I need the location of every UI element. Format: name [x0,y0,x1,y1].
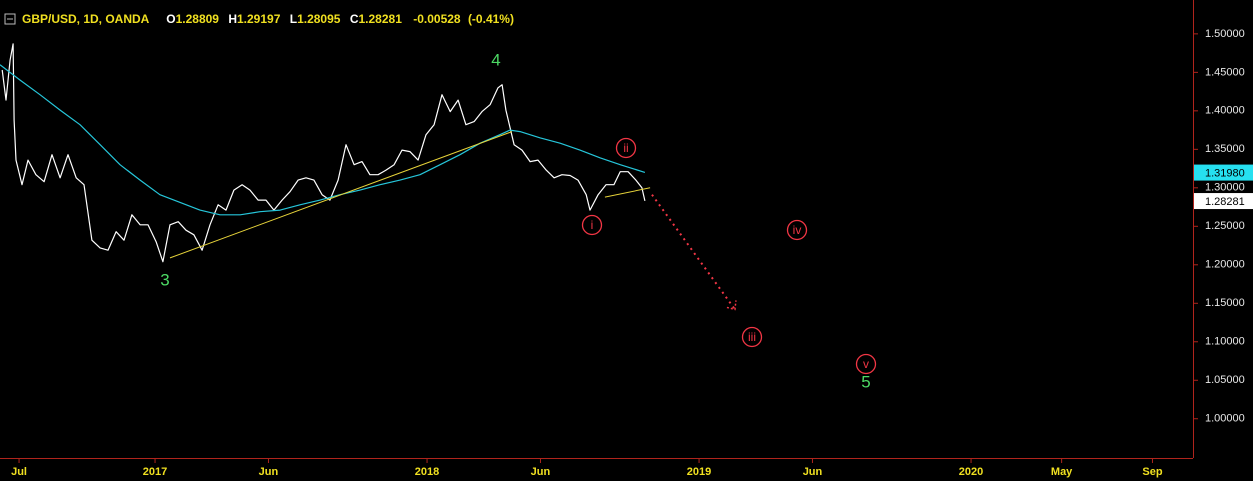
trend-line [604,187,651,198]
x-tick-label: Sep [1142,466,1162,478]
y-tick-label: 1.45000 [1205,66,1245,78]
x-tick-label: Jul [11,466,27,478]
x-tick-label: 2017 [143,466,167,478]
change: -0.00528 [413,12,461,26]
ohlc-value: 1.28095 [297,12,341,26]
ohlc-key: H [228,12,237,26]
wave-circle [786,219,808,241]
wave-label: 4 [491,50,500,69]
header: GBP/USD, 1D, OANDA O1.28809 H1.29197 L1.… [22,12,514,26]
wave-label: i [591,218,594,232]
price-tag [1194,193,1253,210]
price-tag [1194,164,1253,181]
x-tick-label: Jun [531,466,551,478]
x-tick-label: 2019 [687,466,711,478]
y-tick-label: 1.40000 [1205,105,1245,117]
y-tick-label: 1.20000 [1205,259,1245,271]
wave-label: iii [748,330,756,344]
wave-circle [615,137,637,159]
symbol-title: GBP/USD, 1D, OANDA [22,12,150,26]
x-tick-label: 2018 [415,466,439,478]
y-tick-label: 1.50000 [1205,28,1245,40]
y-tick-label: 1.35000 [1205,143,1245,155]
y-tick-label: 1.00000 [1205,413,1245,425]
projection-arrow [726,300,737,311]
collapse-icon[interactable] [4,13,16,25]
wave-circle [855,353,877,375]
x-tick-label: May [1051,466,1073,478]
ohlc-key: O [166,12,175,26]
ohlc-key: C [350,12,359,26]
trend-line [169,131,513,259]
x-tick-label: Jun [803,466,823,478]
price-tag-label: 1.31980 [1205,167,1245,179]
wave-label: ii [623,141,628,155]
wave-label: iv [793,223,802,237]
wave-circle [741,326,763,348]
ohlc-value: 1.28809 [176,12,220,26]
wave-label: v [863,357,869,371]
moving-average [0,64,646,216]
y-tick-label: 1.10000 [1205,336,1245,348]
ohlc-value: 1.29197 [237,12,281,26]
wave-label: 5 [861,372,870,391]
price-tag-label: 1.28281 [1205,196,1245,208]
price-line [1,43,646,263]
x-tick-label: Jun [259,466,279,478]
y-tick-label: 1.30000 [1205,182,1245,194]
change-percent: (-0.41%) [468,12,514,26]
y-tick-label: 1.25000 [1205,220,1245,232]
y-tick-label: 1.05000 [1205,374,1245,386]
y-tick-label: 1.15000 [1205,297,1245,309]
wave-label: 3 [160,270,169,289]
wave-circle [581,214,603,236]
ohlc-value: 1.28281 [358,12,402,26]
ohlc-key: L [290,12,297,26]
x-tick-label: 2020 [959,466,983,478]
